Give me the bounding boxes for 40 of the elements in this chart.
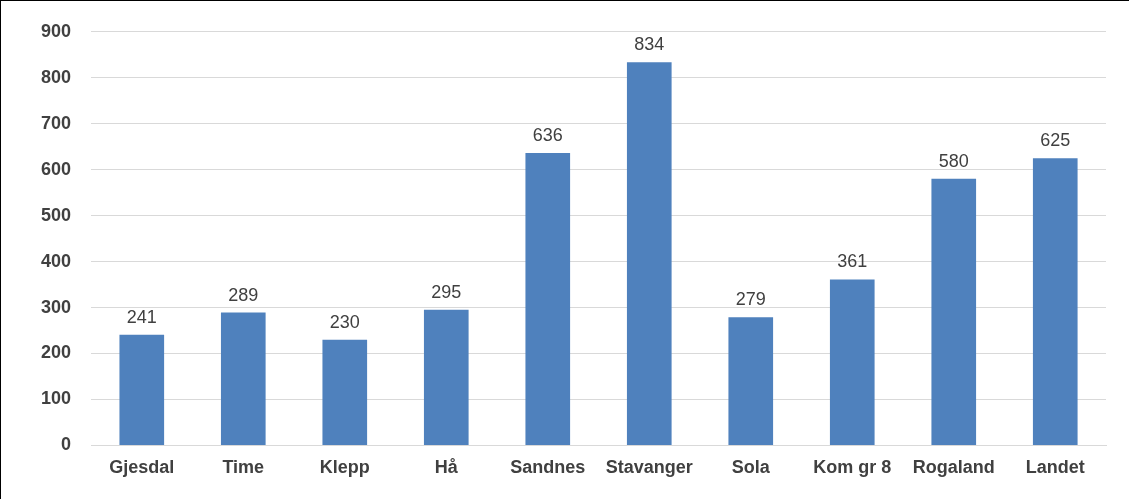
data-label: 834 — [634, 34, 665, 55]
data-label: 625 — [1040, 130, 1071, 151]
x-tick-label: Stavanger — [605, 457, 693, 478]
bar — [322, 339, 368, 445]
bar — [1032, 158, 1078, 445]
y-tick-label: 900 — [40, 20, 72, 41]
data-label: 580 — [938, 150, 969, 171]
data-label: 361 — [837, 251, 868, 272]
y-tick-label: 200 — [40, 342, 72, 363]
bar — [423, 309, 469, 445]
bar — [626, 62, 672, 445]
y-tick-label: 500 — [40, 204, 72, 225]
x-tick-label: Hå — [434, 457, 459, 478]
x-tick-label: Time — [222, 457, 265, 478]
x-tick-label: Rogaland — [912, 457, 995, 478]
bar — [931, 178, 977, 445]
y-tick-label: 0 — [61, 434, 72, 455]
x-tick-label: Sandnes — [510, 457, 586, 478]
data-label: 295 — [431, 281, 462, 302]
bar — [829, 279, 875, 445]
data-label: 289 — [228, 284, 259, 305]
x-tick-label: Gjesdal — [109, 457, 175, 478]
data-label: 230 — [329, 311, 360, 332]
y-tick-label: 800 — [40, 66, 72, 87]
bar — [220, 312, 266, 445]
y-tick-label: 700 — [40, 112, 72, 133]
data-label: 279 — [735, 289, 766, 310]
x-tick-label: Klepp — [319, 457, 370, 478]
x-tick-label: Sola — [731, 457, 771, 478]
y-tick-label: 100 — [40, 388, 72, 409]
x-tick-label: Landet — [1025, 457, 1085, 478]
bar — [525, 153, 571, 445]
x-tick-label: Kom gr 8 — [813, 457, 892, 478]
y-tick-label: 400 — [40, 250, 72, 271]
bar — [728, 317, 774, 445]
y-tick-label: 600 — [40, 158, 72, 179]
y-tick-label: 300 — [40, 296, 72, 317]
bar — [119, 334, 165, 445]
data-label: 636 — [532, 125, 563, 146]
data-label: 241 — [126, 306, 157, 327]
